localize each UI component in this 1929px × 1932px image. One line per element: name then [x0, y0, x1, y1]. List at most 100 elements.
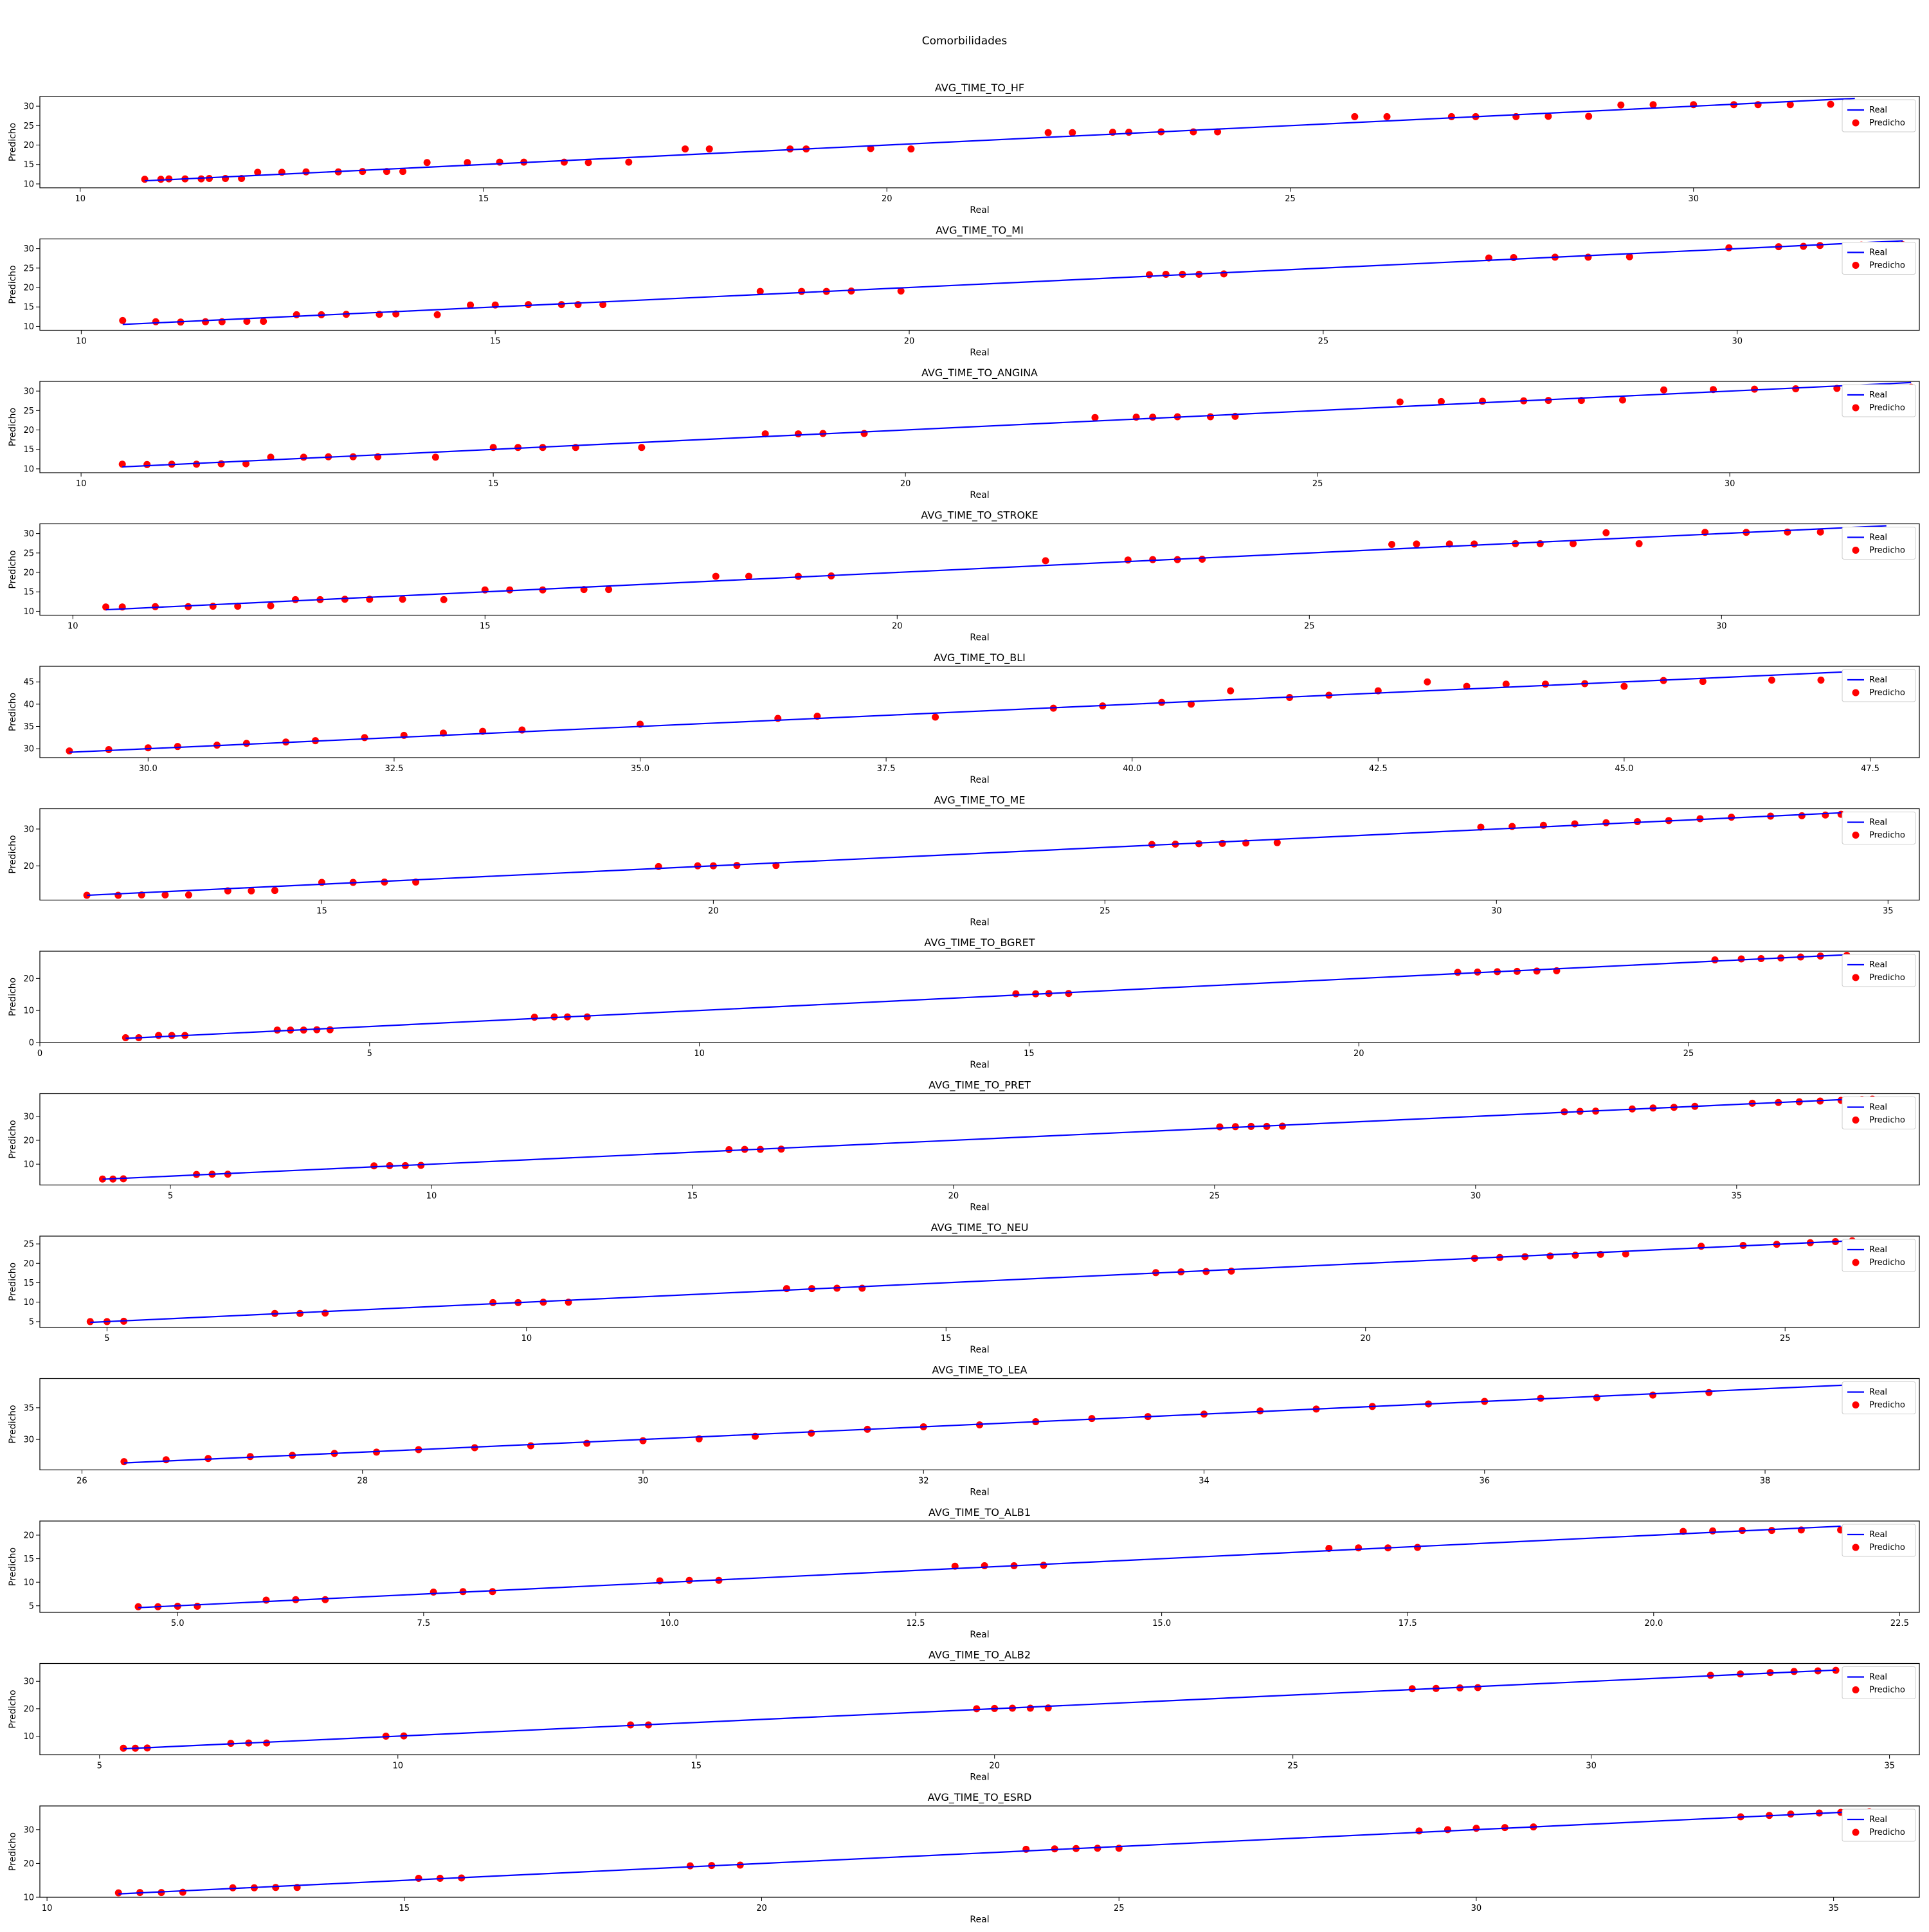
predicted-point: [152, 318, 159, 325]
predicted-point: [761, 430, 769, 438]
real-line: [122, 240, 1903, 325]
predicted-point: [496, 158, 503, 166]
predicted-point: [300, 453, 307, 461]
y-tick-label: 30: [23, 1435, 34, 1445]
predicted-point: [260, 318, 267, 325]
predicted-point: [1408, 1685, 1416, 1693]
predicted-point: [263, 1739, 271, 1747]
predicted-point: [489, 1299, 497, 1306]
predicted-point: [783, 1285, 790, 1293]
x-tick-label: 15: [941, 1334, 952, 1344]
x-tick-label: 30: [1732, 337, 1743, 347]
predicted-point: [1202, 1268, 1210, 1275]
predicted-point: [605, 586, 613, 594]
subplot-title: AVG_TIME_TO_HF: [935, 82, 1024, 95]
predicted-point: [151, 603, 159, 610]
predicted-point: [155, 1032, 163, 1039]
predicted-point: [242, 460, 250, 468]
predicted-point: [1536, 540, 1544, 547]
predicted-point: [165, 175, 173, 183]
predicted-point: [1768, 676, 1775, 684]
subplot-avg-time-to-neu: AVG_TIME_TO_NEU 5 10 15 20 25 5 10 15 20 25 Real Pre…: [8, 1221, 1920, 1355]
y-tick-label: 5: [29, 1317, 34, 1327]
subplot-title: AVG_TIME_TO_LEA: [932, 1364, 1027, 1377]
subplot-title: AVG_TIME_TO_ALB2: [928, 1649, 1031, 1662]
y-tick-label: 45: [23, 678, 34, 688]
predicted-point: [134, 1603, 142, 1610]
x-tick-label: 20: [989, 1762, 1000, 1771]
predicted-point: [1649, 101, 1657, 109]
y-axis-label: Predicho: [8, 1547, 18, 1586]
real-line: [123, 1669, 1836, 1750]
predicted-point: [66, 747, 73, 755]
figure-title: Comorbilidades: [921, 35, 1008, 48]
y-axis-label: Predicho: [8, 265, 18, 304]
x-axis-label: Real: [970, 490, 989, 500]
legend-predicted-swatch: [1852, 119, 1860, 127]
axes-frame: [39, 1520, 1920, 1613]
predicted-point: [1705, 1389, 1713, 1396]
predicted-point: [1414, 1544, 1422, 1551]
predicted-point: [322, 1309, 329, 1317]
legend-predicted-label: Predicho: [1869, 261, 1905, 271]
predicted-point: [860, 430, 868, 437]
predicted-point: [1660, 386, 1668, 394]
predicted-point: [1617, 101, 1625, 109]
y-tick-label: 25: [23, 406, 34, 416]
predicted-point: [756, 287, 764, 295]
x-axis-label: Real: [970, 205, 989, 215]
legend-predicted-swatch: [1852, 974, 1860, 981]
subplot-avg-time-to-angina: AVG_TIME_TO_ANGINA 10 15 20 25 30 10 15 20 25 30 Re…: [8, 367, 1920, 500]
axes-frame: [39, 1663, 1920, 1756]
legend: Real Predicho: [1842, 669, 1916, 702]
predicted-point: [415, 1875, 422, 1882]
y-tick-label: 10: [23, 1732, 34, 1742]
x-tick-label: 36: [1480, 1477, 1490, 1486]
x-tick-label: 25: [1683, 1049, 1694, 1059]
legend-box: [1842, 1666, 1916, 1699]
subplot-title: AVG_TIME_TO_BGRET: [924, 936, 1035, 949]
predicted-point: [185, 891, 192, 898]
legend-predicted-label: Predicho: [1869, 688, 1905, 698]
predicted-point: [1231, 1123, 1239, 1131]
predicted-point: [794, 430, 802, 438]
predicted-point: [712, 572, 720, 580]
predicted-point: [1396, 398, 1404, 406]
predicted-point: [733, 862, 741, 870]
x-axis-label: Real: [970, 1630, 989, 1640]
predicted-point: [1026, 1704, 1034, 1712]
subplot-title: AVG_TIME_TO_BLI: [934, 652, 1026, 664]
x-tick-label: 15: [687, 1192, 698, 1201]
predicted-point: [1571, 1252, 1579, 1259]
predicted-point: [1784, 528, 1791, 536]
predicted-point: [1725, 244, 1733, 251]
predicted-point: [119, 316, 127, 324]
y-tick-label: 15: [23, 1554, 34, 1564]
plot-area: [119, 240, 1906, 326]
x-tick-label: 35.0: [631, 764, 649, 774]
predicted-point: [1585, 113, 1593, 120]
plot-area: [83, 810, 1845, 899]
predicted-point: [161, 891, 169, 898]
x-tick-label: 15: [480, 622, 491, 632]
subplot-title: AVG_TIME_TO_ESRD: [928, 1791, 1032, 1804]
legend-predicted-swatch: [1852, 1544, 1860, 1551]
predicted-point: [1214, 128, 1222, 136]
x-tick-label: 26: [77, 1477, 87, 1486]
predicted-point: [1424, 678, 1431, 686]
y-tick-label: 20: [23, 974, 34, 984]
x-tick-label: 5: [97, 1762, 102, 1771]
predicted-point: [242, 740, 250, 747]
predicted-point: [102, 603, 110, 611]
y-tick-label: 20: [23, 569, 34, 578]
predicted-point: [1737, 955, 1745, 963]
axes-frame: [39, 523, 1920, 616]
x-tick-label: 10: [392, 1762, 403, 1771]
x-axis-label: Real: [970, 1203, 989, 1213]
y-tick-label: 20: [23, 1859, 34, 1869]
predicted-point: [514, 444, 522, 451]
subplot-avg-time-to-pret: AVG_TIME_TO_PRET 5 10 15 20 25 30 35 10 20 30 Real P…: [8, 1079, 1920, 1213]
predicted-point: [248, 887, 255, 895]
x-tick-label: 15: [1024, 1049, 1035, 1059]
y-axis-label: Predicho: [8, 978, 18, 1016]
